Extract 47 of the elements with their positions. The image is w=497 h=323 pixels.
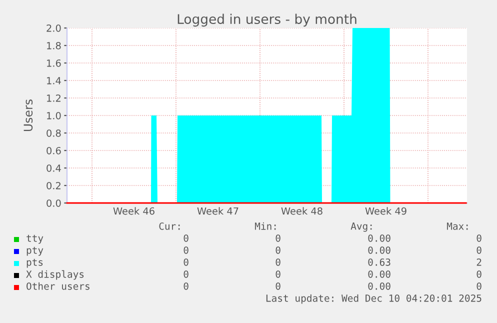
text: 0 xyxy=(476,270,482,278)
text: 0 xyxy=(184,270,188,278)
legend-label: pty xyxy=(26,246,44,256)
chart-title: Logged in users - by month xyxy=(178,14,356,27)
text: Avg: xyxy=(350,222,372,232)
text: Last update: Wed Dec 10 04:20:01 2025 xyxy=(266,294,482,304)
y-tick-label: 1.6 xyxy=(47,59,61,67)
y-axis-title: Users xyxy=(24,100,33,132)
y-tick-label: 0.8 xyxy=(46,129,61,137)
x-tick-label: Week 49 xyxy=(365,207,406,215)
legend-label: pts xyxy=(26,258,43,268)
text: 0.00 xyxy=(368,282,390,290)
legend-label: Other users xyxy=(26,282,90,290)
y-tick-label: 1.2 xyxy=(47,94,60,102)
x-tick-label: Week 48 xyxy=(281,207,322,215)
text: 0 xyxy=(276,258,280,266)
y-tick-label: 1.8 xyxy=(47,42,61,50)
y-tick-label: 0.4 xyxy=(46,164,61,172)
text: Cur: xyxy=(159,222,180,230)
text: 0 xyxy=(476,234,482,242)
legend-label: X displays xyxy=(26,270,84,280)
text: 0 xyxy=(276,234,280,242)
text: Min: xyxy=(254,222,276,230)
y-tick-label: 0.2 xyxy=(46,182,60,190)
text: 0.63 xyxy=(368,258,390,266)
text: 0.00 xyxy=(368,234,390,242)
y-tick-label: 0.6 xyxy=(46,146,61,154)
y-tick-label: 1.4 xyxy=(47,77,61,84)
y-tick-label: 2.0 xyxy=(46,24,61,32)
text: 2 xyxy=(476,258,482,266)
y-tick-label: 0.0 xyxy=(46,199,61,207)
text: 0 xyxy=(184,246,188,254)
text: 0 xyxy=(276,282,280,290)
text: 0 xyxy=(476,246,482,254)
text: 0.00 xyxy=(368,270,390,278)
text: 0 xyxy=(476,282,482,290)
text: 0 xyxy=(184,258,188,266)
x-tick-label: Week 46 xyxy=(113,207,154,215)
y-tick-label: 1.0 xyxy=(47,112,61,120)
text: 0 xyxy=(276,246,280,254)
text: 0 xyxy=(184,234,188,242)
text: Max: xyxy=(446,222,468,230)
text: 0 xyxy=(184,282,188,290)
x-tick-label: Week 47 xyxy=(197,207,238,215)
text: 0.00 xyxy=(368,246,390,254)
text: 0 xyxy=(276,270,280,278)
legend-label: tty xyxy=(26,234,44,244)
